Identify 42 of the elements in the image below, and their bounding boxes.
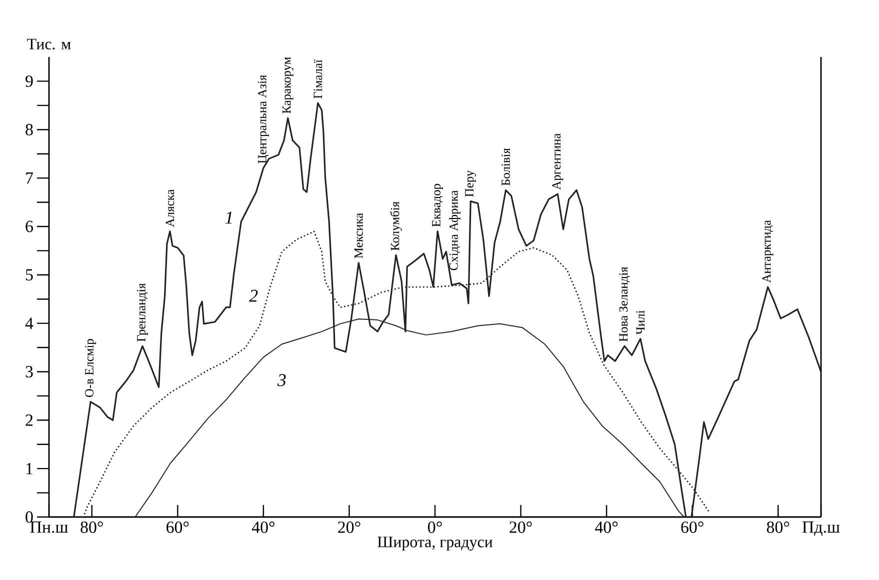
y-tick-label: 5 — [26, 269, 33, 281]
x-tick-label: 20° — [510, 522, 532, 533]
y-tick-label: 8 — [26, 124, 33, 136]
x-tick-label: 80° — [80, 522, 103, 533]
x-tick-label: 60° — [681, 522, 704, 533]
annotation: Східна Африка — [449, 190, 460, 270]
y-tick-label: 3 — [26, 366, 33, 378]
y-tick-label: 0 — [26, 511, 33, 523]
annotation: Каракорум — [282, 57, 294, 114]
annotation: Центральна Азія — [258, 74, 269, 164]
x-tick-label: 80° — [766, 522, 790, 533]
y-tick-label: 2 — [26, 414, 33, 426]
y-tick-label: 7 — [26, 172, 33, 184]
x-tick-label: 0° — [428, 522, 442, 533]
y-tick-label: 6 — [26, 220, 33, 232]
annotation: Мексика — [354, 212, 363, 258]
y-tick-label: 4 — [25, 318, 34, 329]
annotation: О-в Елсмір — [85, 339, 96, 398]
y-tick-label: 1 — [26, 462, 32, 474]
annotation: Гімалаї — [314, 60, 322, 98]
annotation: Чилі — [636, 310, 645, 334]
annotation: Гренландія — [137, 283, 148, 342]
series-label: 1 — [225, 212, 232, 224]
x-tick-label: 40° — [252, 522, 274, 533]
annotation: Еквадор — [432, 184, 443, 227]
annotation: Аргентина — [552, 133, 564, 190]
x-tick-label: Пн.ш — [30, 522, 68, 533]
annotation: Нова Зеландія — [619, 266, 630, 342]
x-tick-label: 40° — [595, 522, 618, 533]
series-label: 3 — [277, 374, 286, 386]
annotation: Колумбія — [390, 202, 402, 250]
x-tick-label: Пд.ш — [802, 522, 840, 536]
series-label: 2 — [249, 290, 258, 302]
x-axis-title: Широта, градуси — [378, 536, 493, 551]
annotation: Перу — [465, 170, 476, 197]
annotation: Аляска — [166, 189, 174, 227]
annotation: Антарктида — [762, 220, 774, 283]
x-tick-label: 20° — [338, 522, 360, 533]
x-tick-label: 60° — [166, 522, 189, 533]
annotation: Болівія — [502, 148, 510, 186]
y-axis-title: Тис. м — [27, 38, 71, 50]
y-tick-label: 9 — [26, 76, 33, 87]
